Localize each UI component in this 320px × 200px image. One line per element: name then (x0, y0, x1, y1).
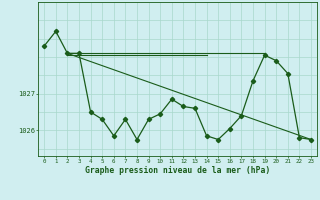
X-axis label: Graphe pression niveau de la mer (hPa): Graphe pression niveau de la mer (hPa) (85, 166, 270, 175)
